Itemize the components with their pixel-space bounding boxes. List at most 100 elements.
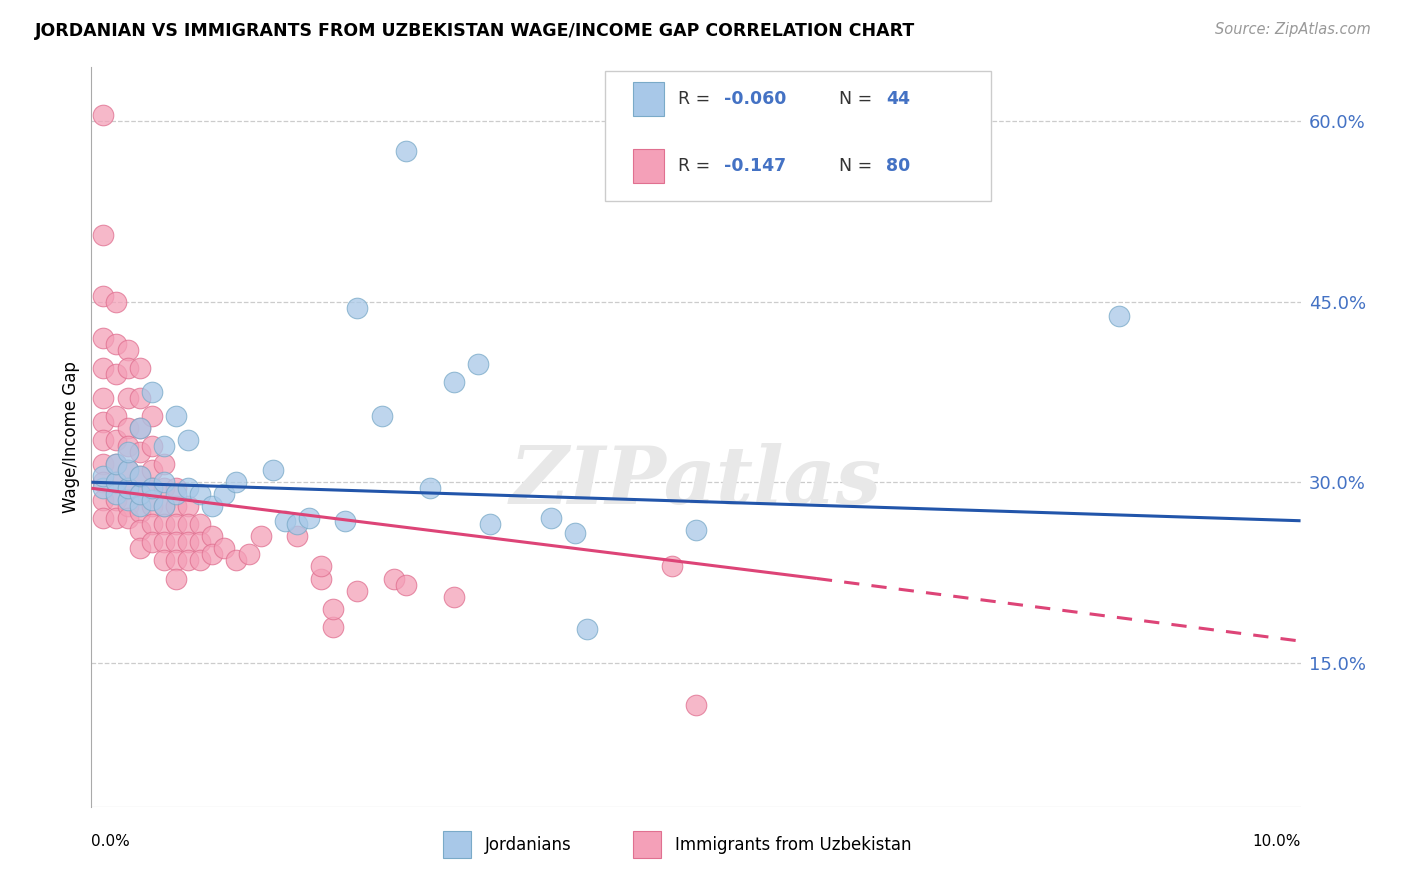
Point [165,500,187,514]
Point [128,541,150,556]
Point [117,500,139,514]
Text: R =: R = [678,90,716,108]
Point [128,421,150,435]
Point [540,511,562,525]
Point [153,535,176,549]
Point [165,409,187,423]
Text: N =: N = [839,157,879,175]
Point [177,553,200,567]
Point [188,487,211,501]
Point [141,500,163,514]
Point [249,529,271,543]
Point [141,481,163,495]
Point [117,439,139,453]
Point [117,511,139,525]
Point [153,457,176,471]
Text: 44: 44 [886,90,910,108]
Text: 0.0%: 0.0% [91,834,131,849]
Point [93,481,115,495]
Point [165,572,187,586]
Text: JORDANIAN VS IMMIGRANTS FROM UZBEKISTAN WAGE/INCOME GAP CORRELATION CHART: JORDANIAN VS IMMIGRANTS FROM UZBEKISTAN … [35,22,915,40]
Point [117,463,139,477]
Text: R =: R = [678,157,721,175]
Point [104,511,127,525]
Point [685,524,707,538]
Point [117,445,139,459]
Point [188,553,211,567]
Point [117,493,139,508]
Point [128,360,150,375]
Point [188,517,211,532]
Point [165,517,187,532]
Point [201,548,224,562]
Point [141,384,163,399]
Point [564,525,586,540]
Point [93,288,115,302]
Point [661,559,683,574]
Text: N =: N = [839,90,879,108]
Point [141,535,163,549]
Point [93,493,115,508]
Text: ZIPatlas: ZIPatlas [510,442,882,520]
Point [576,622,599,636]
Text: 10.0%: 10.0% [1253,834,1301,849]
Point [117,343,139,357]
Point [225,553,247,567]
Point [443,376,465,390]
Point [153,500,176,514]
Point [104,457,127,471]
Point [685,698,707,712]
Point [117,391,139,405]
Point [128,421,150,435]
Point [128,469,150,483]
Point [322,620,344,634]
Point [93,511,115,525]
Point [93,228,115,243]
Point [141,463,163,477]
Point [165,535,187,549]
Point [104,457,127,471]
Point [128,487,150,501]
Point [128,445,150,459]
Point [141,517,163,532]
Point [370,409,392,423]
Point [93,433,115,447]
Point [104,409,127,423]
Point [104,433,127,447]
Point [214,487,236,501]
Point [443,590,465,604]
Point [201,500,224,514]
Point [141,493,163,508]
Point [188,535,211,549]
Point [298,511,321,525]
Point [93,391,115,405]
Point [93,475,115,490]
Point [128,505,150,519]
Point [104,487,127,501]
Point [165,487,187,501]
Point [104,336,127,351]
Point [93,415,115,429]
Point [346,301,368,315]
Point [153,481,176,495]
Point [93,457,115,471]
Point [225,475,247,490]
Point [93,331,115,345]
Point [93,108,115,122]
Point [128,524,150,538]
Point [177,517,200,532]
Point [395,144,418,158]
Point [309,572,332,586]
Point [104,367,127,381]
Point [346,583,368,598]
Point [117,360,139,375]
Point [104,493,127,508]
Point [165,481,187,495]
Text: 80: 80 [886,157,910,175]
Point [165,553,187,567]
Point [117,481,139,495]
Point [285,517,308,532]
Text: Immigrants from Uzbekistan: Immigrants from Uzbekistan [675,836,911,854]
Text: -0.147: -0.147 [724,157,786,175]
Point [104,294,127,309]
